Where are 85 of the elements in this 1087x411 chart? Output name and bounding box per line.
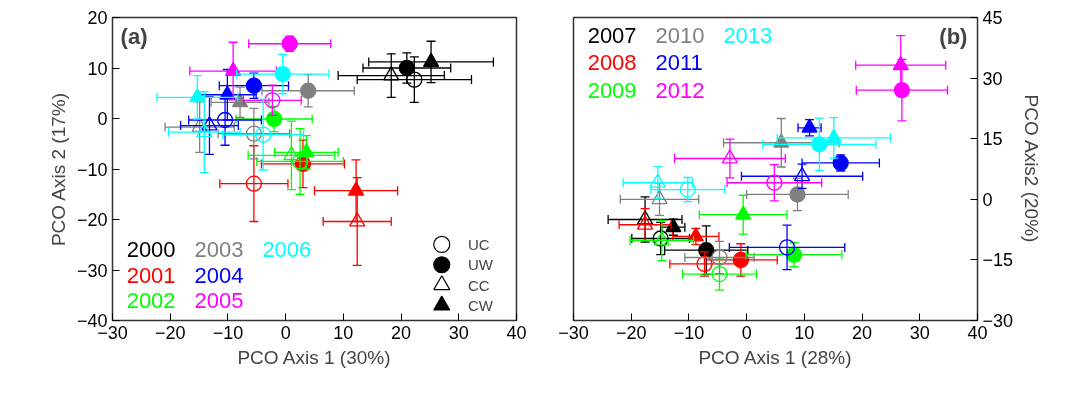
- point: [825, 128, 842, 143]
- point: [264, 92, 281, 109]
- point: [265, 110, 283, 128]
- y-tick-label: −10: [76, 159, 108, 180]
- y-tick-label: 0: [97, 109, 108, 129]
- point: [201, 116, 218, 131]
- point: [189, 87, 206, 103]
- point: [300, 82, 317, 99]
- point: [406, 71, 423, 88]
- text: 2002: [126, 288, 176, 314]
- legend-label: UC: [468, 235, 490, 253]
- point: [789, 186, 806, 203]
- y-tick-label: −30: [76, 260, 108, 281]
- point: [283, 146, 300, 161]
- text: 2011: [655, 50, 703, 76]
- text: 2000: [126, 236, 176, 262]
- point: [778, 239, 796, 256]
- y-tick-label: 10: [87, 58, 108, 79]
- point: [793, 166, 811, 182]
- text: 2006: [262, 236, 312, 262]
- y2-tick-label: 15: [982, 129, 1003, 150]
- point: [245, 175, 263, 192]
- point: [245, 77, 263, 94]
- text: 2001: [126, 262, 176, 288]
- point: [721, 149, 739, 164]
- point: [298, 143, 315, 158]
- point: [196, 122, 213, 138]
- text: 2005: [194, 288, 244, 314]
- x-tick-label: 0: [280, 322, 291, 343]
- point: [649, 173, 666, 188]
- x-tick-label: −20: [154, 322, 186, 343]
- y-tick-label: −20: [76, 210, 108, 230]
- chart-title: (b): [939, 23, 968, 49]
- y-axis-title: PCO Axis 2 (17%): [47, 92, 69, 247]
- point: [801, 118, 818, 133]
- point: [651, 189, 668, 205]
- y2-tick-label: 0: [982, 189, 993, 210]
- text: 2013: [723, 23, 773, 49]
- y-tick-label: 20: [87, 8, 108, 28]
- y2-tick-label: 30: [982, 68, 1003, 89]
- x-axis-title: PCO Axis 1 (28%): [698, 346, 852, 368]
- point: [349, 212, 366, 227]
- point: [711, 249, 728, 266]
- x-tick-label: 20: [852, 322, 873, 343]
- x-tick-label: −20: [615, 322, 647, 343]
- text: 2012: [655, 77, 705, 103]
- point: [735, 205, 752, 220]
- x-tick-label: −30: [558, 322, 589, 343]
- x-tick-label: −10: [212, 322, 244, 343]
- point: [892, 55, 909, 71]
- y2-axis-title: PCO Axis2 (20%): [1021, 94, 1043, 243]
- x-tick-label: 0: [741, 322, 752, 343]
- point: [711, 265, 728, 283]
- point: [254, 126, 272, 143]
- text: 2009: [587, 77, 637, 103]
- text: 2004: [194, 262, 244, 288]
- point: [636, 215, 654, 230]
- text: 2007: [587, 23, 637, 49]
- point: [422, 52, 440, 67]
- point: [245, 125, 263, 142]
- point: [679, 181, 696, 198]
- legend-label: UW: [468, 256, 494, 274]
- legend-label: CC: [468, 276, 490, 294]
- text: 2003: [194, 236, 244, 262]
- x-tick-label: 30: [448, 322, 469, 343]
- point: [766, 174, 783, 191]
- text: 2010: [655, 23, 705, 49]
- x-tick-label: 30: [909, 322, 930, 343]
- y2-tick-label: 45: [982, 8, 1003, 28]
- legend-label: CW: [468, 296, 494, 314]
- y2-tick-label: −15: [982, 250, 1014, 271]
- point: [216, 111, 234, 129]
- point: [696, 255, 713, 273]
- x-tick-label: 40: [506, 322, 527, 343]
- x-tick-label: 10: [794, 322, 815, 343]
- point: [636, 210, 654, 225]
- point: [274, 65, 291, 83]
- point: [347, 181, 365, 196]
- x-axis-title: PCO Axis 1 (30%): [237, 346, 391, 368]
- point: [383, 66, 400, 81]
- text: 2008: [587, 50, 637, 76]
- x-tick-label: 10: [333, 322, 354, 343]
- chart-title: (a): [120, 23, 148, 49]
- x-tick-label: −10: [673, 322, 705, 343]
- x-tick-label: 20: [391, 322, 412, 343]
